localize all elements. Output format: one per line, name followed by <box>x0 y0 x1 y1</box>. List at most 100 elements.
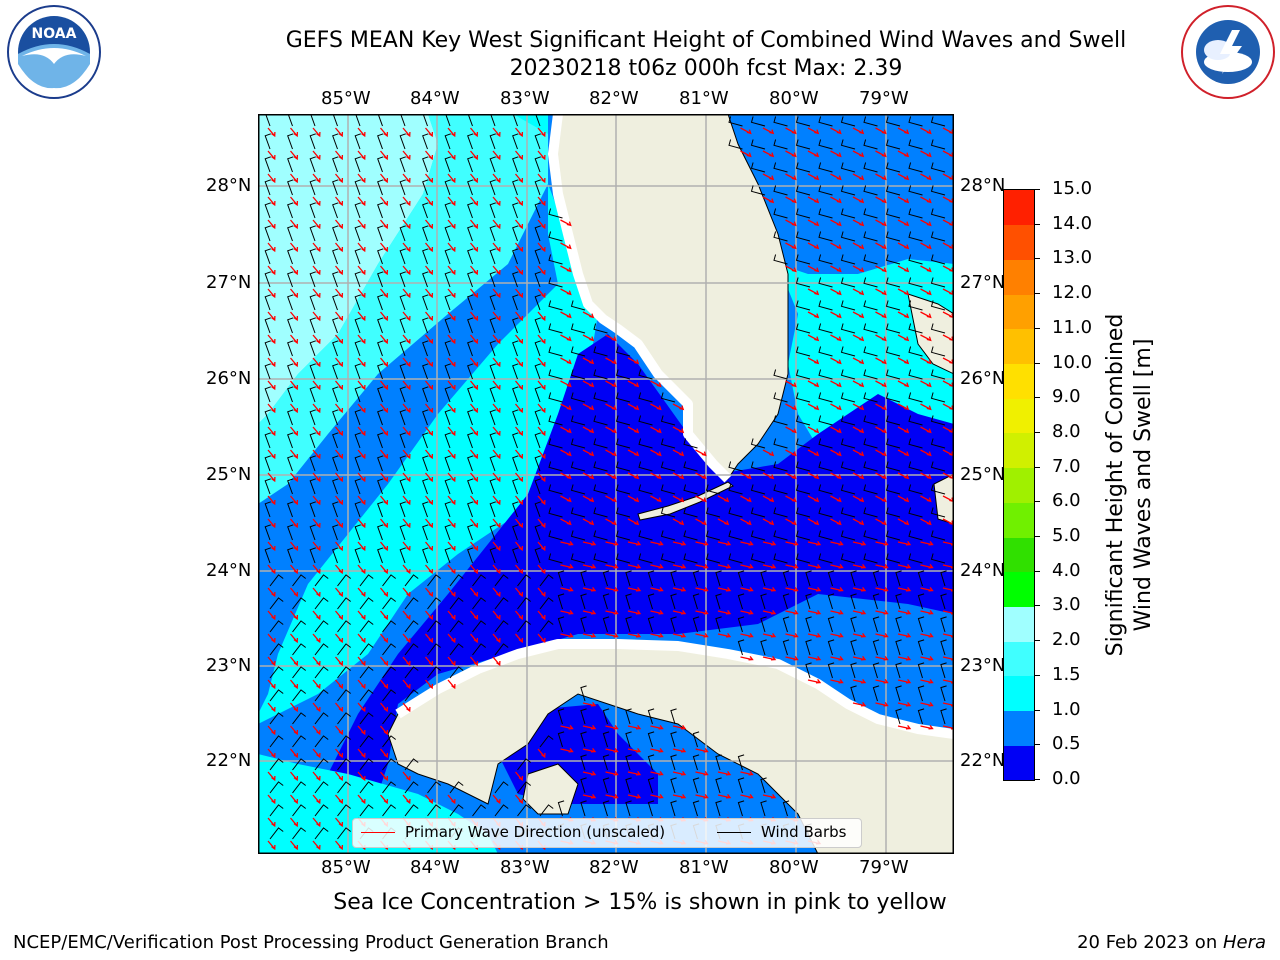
wave-arrow <box>515 794 524 805</box>
wave-arrow <box>897 495 910 503</box>
wind-barb <box>467 133 474 150</box>
colorbar-segment <box>1004 467 1034 503</box>
wave-arrow <box>267 380 276 391</box>
wind-barb <box>512 409 519 426</box>
wind-barb <box>427 574 442 587</box>
wave-arrow <box>627 449 640 457</box>
wave-arrow <box>920 219 932 227</box>
wind-barb <box>427 620 442 633</box>
wave-arrow <box>357 127 366 138</box>
wind-barb <box>908 461 923 472</box>
wave-arrow <box>425 564 434 575</box>
colorbar-segment <box>1004 641 1034 677</box>
wave-arrow <box>897 173 910 181</box>
wind-barb <box>337 666 352 679</box>
wave-arrow <box>920 334 932 342</box>
wind-barb <box>292 643 307 656</box>
wind-barb <box>404 574 419 587</box>
colorbar-segment <box>1004 190 1034 226</box>
wind-barb <box>930 300 946 311</box>
wind-barb <box>287 524 294 541</box>
wind-barb <box>773 139 788 150</box>
wave-arrow <box>672 610 687 615</box>
wind-barb <box>885 438 901 449</box>
wave-arrow <box>357 357 366 368</box>
wave-arrow <box>267 817 276 828</box>
colorbar-tick-mark <box>1034 431 1040 433</box>
wave-arrow <box>897 242 910 250</box>
wind-barb <box>840 300 856 311</box>
wind-barb <box>309 386 316 403</box>
wind-barb <box>269 574 284 587</box>
wind-barb <box>683 438 698 449</box>
wave-arrow <box>492 518 501 529</box>
wave-arrow <box>830 633 844 638</box>
wave-arrow <box>627 357 640 365</box>
wave-arrow <box>830 196 842 204</box>
wind-barb <box>773 392 788 403</box>
wind-barb <box>692 593 700 610</box>
wave-arrow <box>672 725 687 730</box>
wave-arrow <box>447 380 456 391</box>
wind-barb <box>548 369 563 380</box>
wave-arrow <box>537 196 546 207</box>
wind-barb <box>287 409 294 426</box>
wave-arrow <box>762 173 775 181</box>
colorbar-tick-mark <box>1034 605 1040 607</box>
wave-arrow <box>357 702 366 713</box>
wave-arrow <box>830 403 842 411</box>
wind-barb <box>354 202 361 219</box>
wave-arrow <box>425 610 434 621</box>
wind-barb <box>539 597 554 610</box>
wind-barb <box>818 139 833 150</box>
wind-barb <box>422 386 429 403</box>
wave-arrow <box>515 334 524 345</box>
wind-barb <box>750 553 766 564</box>
wind-barb <box>593 392 608 403</box>
wave-arrow <box>785 633 799 638</box>
wind-barb <box>399 156 406 173</box>
lat-label-left: 28°N <box>206 175 252 196</box>
colorbar-tick-label: 1.5 <box>1052 663 1081 685</box>
wave-arrow <box>762 150 775 158</box>
wind-barb <box>337 781 352 794</box>
wave-arrow <box>695 748 709 753</box>
wave-arrow <box>807 564 822 569</box>
wave-arrow <box>807 472 820 480</box>
lat-label-right: 24°N <box>960 560 1006 581</box>
wind-barb <box>885 300 901 311</box>
wind-barb <box>489 409 496 426</box>
wind-barb <box>593 507 608 518</box>
wave-arrow <box>267 541 276 552</box>
wind-barb <box>570 507 586 518</box>
wave-arrow <box>560 334 572 342</box>
wave-arrow <box>515 242 524 253</box>
colorbar-tick-mark <box>1034 640 1040 642</box>
wind-barb <box>512 478 519 495</box>
wind-barb <box>489 432 496 449</box>
wave-arrow <box>605 449 617 457</box>
wind-barb <box>737 639 745 656</box>
colorbar-segment <box>1004 571 1034 607</box>
wave-arrow <box>267 219 276 230</box>
wind-barb <box>489 156 496 173</box>
wave-arrow <box>290 242 299 253</box>
wave-arrow <box>875 518 887 526</box>
wave-arrow <box>537 518 546 529</box>
wave-arrow <box>852 518 865 526</box>
colorbar-tick-label: 6.0 <box>1052 490 1081 512</box>
wave-arrow <box>290 656 299 667</box>
wind-barb <box>850 662 857 679</box>
wave-arrow <box>290 173 299 184</box>
wave-arrow <box>470 311 479 322</box>
wave-arrow <box>267 495 276 506</box>
wind-barb <box>593 438 608 449</box>
wave-arrow <box>582 702 597 707</box>
wave-arrow <box>267 771 276 782</box>
wind-barb <box>908 185 923 196</box>
wave-arrow <box>807 196 820 204</box>
wave-arrow <box>312 196 321 207</box>
wave-arrow <box>447 127 456 138</box>
colorbar-tick-label: 11.0 <box>1052 316 1093 338</box>
wind-barb <box>399 386 406 403</box>
